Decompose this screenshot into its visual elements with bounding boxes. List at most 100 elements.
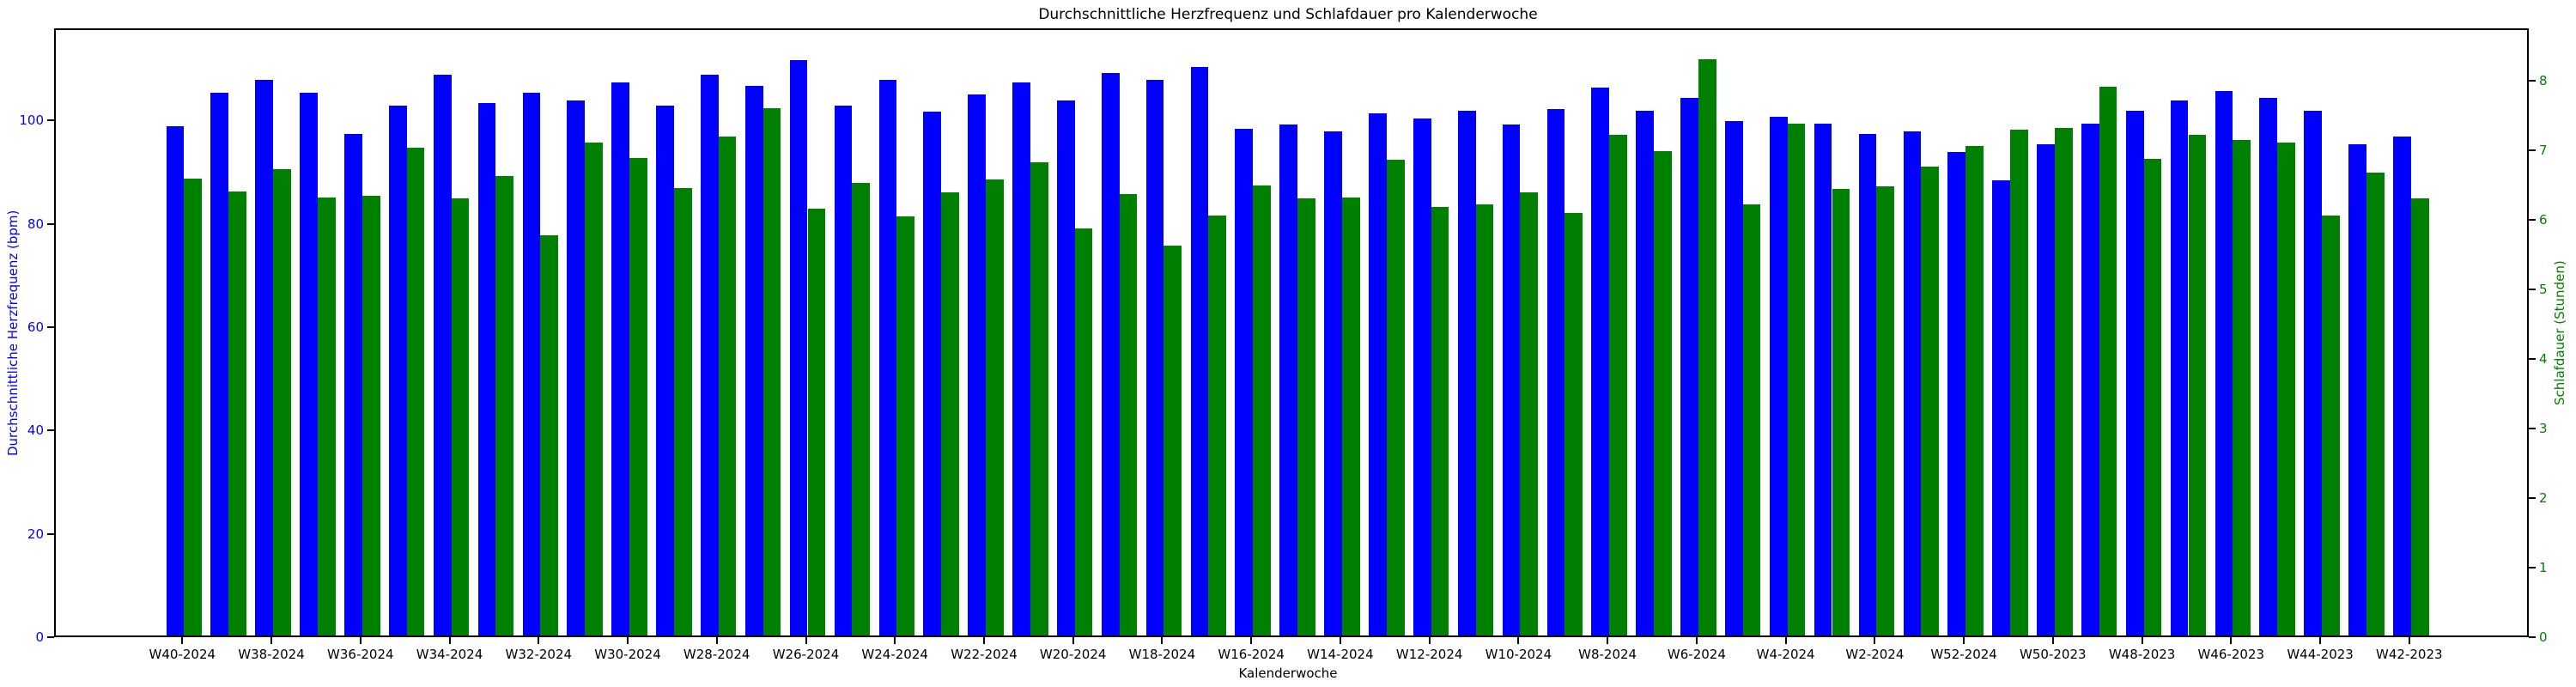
x-tick-mark [2319,637,2322,644]
heart-rate-bar-W30-2024 [611,82,630,635]
heart-rate-bar-W6-2024 [1680,98,1698,635]
heart-rate-bar-W44-2023 [2304,111,2323,635]
sleep-bar-W38-2024 [273,169,291,635]
y-left-tick-mark [47,222,54,225]
heart-rate-bar-W16-2024 [1235,128,1254,635]
y-right-tick-mark [2529,79,2536,82]
y-right-tick-mark [2529,636,2536,638]
sleep-bar-W10-2024 [1520,192,1539,635]
x-tick-mark [2230,637,2233,644]
x-tick-mark [1784,637,1787,644]
sleep-bar-W46-2023 [2233,140,2251,635]
sleep-bar-W48-2023 [2143,159,2162,635]
sleep-bar-W24-2024 [896,216,914,635]
y-right-tick-mark [2529,496,2536,499]
y-right-tick-label: 3 [2539,420,2548,436]
heart-rate-bar-W31-2024 [567,100,586,635]
heart-rate-bar-W52-2024 [1947,152,1966,635]
x-tick-label: W8-2024 [1578,647,1637,662]
sleep-bar-W45-2023 [2277,143,2295,635]
y-right-tick-mark [2529,149,2536,151]
heart-rate-bar-W14-2024 [1324,131,1342,635]
x-tick-mark [270,637,272,644]
y-left-tick-mark [47,325,54,328]
sleep-bar-W13-2024 [1386,159,1405,635]
x-tick-label: W14-2024 [1307,647,1374,662]
heart-rate-bar-W37-2024 [300,93,318,635]
sleep-bar-W29-2024 [673,188,692,635]
heart-rate-bar-W50-2023 [2037,144,2055,635]
x-tick-label: W46-2023 [2197,647,2265,662]
x-tick-mark [448,637,451,644]
x-tick-mark [627,637,629,644]
heart-rate-bar-W51-2023 [1992,180,2010,635]
heart-rate-bar-W8-2024 [1591,88,1610,635]
x-tick-mark [2141,637,2143,644]
sleep-bar-W50-2023 [2054,128,2073,635]
heart-rate-bar-W25-2024 [834,105,853,635]
x-tick-mark [1072,637,1074,644]
sleep-bar-W25-2024 [852,183,871,635]
x-tick-label: W18-2024 [1128,647,1196,662]
sleep-bar-W11-2024 [1475,204,1494,635]
y-left-tick-label: 80 [27,216,44,232]
sleep-bar-W43-2023 [2366,173,2385,635]
x-axis-label: Kalenderwoche [1238,666,1338,681]
sleep-bar-W21-2024 [1030,162,1048,635]
y-right-tick-mark [2529,427,2536,429]
y-left-tick-mark [47,119,54,122]
y-right-tick-label: 7 [2539,142,2548,158]
sleep-bar-W20-2024 [1074,228,1093,635]
sleep-bar-W5-2024 [1742,204,1761,635]
y-right-tick-label: 1 [2539,560,2548,575]
y-axis-label-right: Schlafdauer (Stunden) [2552,260,2567,405]
plot-area [54,28,2529,637]
heart-rate-bar-W39-2024 [210,93,229,635]
x-tick-label: W28-2024 [683,647,750,662]
sleep-bar-W2-2024 [1876,186,1895,635]
heart-rate-bar-W12-2024 [1413,119,1431,635]
heart-rate-bar-W28-2024 [701,75,719,635]
x-tick-label: W50-2023 [2020,647,2087,662]
sleep-bar-W39-2024 [228,192,246,635]
sleep-bar-W42-2023 [2410,198,2429,635]
y-left-tick-label: 100 [19,112,44,129]
y-left-tick-label: 0 [35,629,44,645]
heart-rate-bar-W5-2024 [1725,120,1743,635]
x-tick-mark [359,637,361,644]
sleep-bar-W31-2024 [585,143,603,635]
sleep-bar-W12-2024 [1431,206,1449,635]
y-right-tick-label: 5 [2539,281,2548,297]
sleep-bar-W14-2024 [1341,197,1360,635]
sleep-bar-W32-2024 [540,235,559,635]
sleep-bar-W26-2024 [807,208,826,635]
x-tick-label: W12-2024 [1395,647,1463,662]
x-tick-label: W2-2024 [1845,647,1905,662]
sleep-bar-W34-2024 [451,198,470,635]
heart-rate-bar-W33-2024 [477,103,496,635]
y-right-tick-label: 4 [2539,350,2548,367]
sleep-bar-W40-2024 [184,178,203,635]
heart-rate-bar-W9-2024 [1546,108,1565,635]
heart-rate-bar-W3-2024 [1814,124,1832,635]
sleep-bar-W47-2023 [2188,135,2207,635]
heart-rate-bar-W43-2023 [2348,144,2366,635]
y-right-tick-label: 0 [2539,629,2548,645]
x-tick-mark [1428,637,1431,644]
x-tick-label: W44-2023 [2287,647,2354,662]
heart-rate-bar-W38-2024 [255,80,274,635]
sleep-bar-W28-2024 [718,137,737,635]
sleep-bar-W52-2024 [1965,145,1984,635]
y-right-tick-label: 8 [2539,72,2548,88]
x-tick-label: W36-2024 [327,647,394,662]
heart-rate-bar-W26-2024 [789,60,808,635]
chart-title: Durchschnittliche Herzfrequenz und Schla… [1038,6,1538,23]
sleep-bar-W27-2024 [762,107,781,635]
sleep-bar-W44-2023 [2322,216,2340,635]
heart-rate-bar-W23-2024 [923,111,942,635]
heart-rate-bar-W19-2024 [1101,72,1120,635]
sleep-bar-W9-2024 [1564,213,1583,635]
x-tick-mark [2051,637,2054,644]
heart-rate-bar-W42-2023 [2393,136,2411,635]
